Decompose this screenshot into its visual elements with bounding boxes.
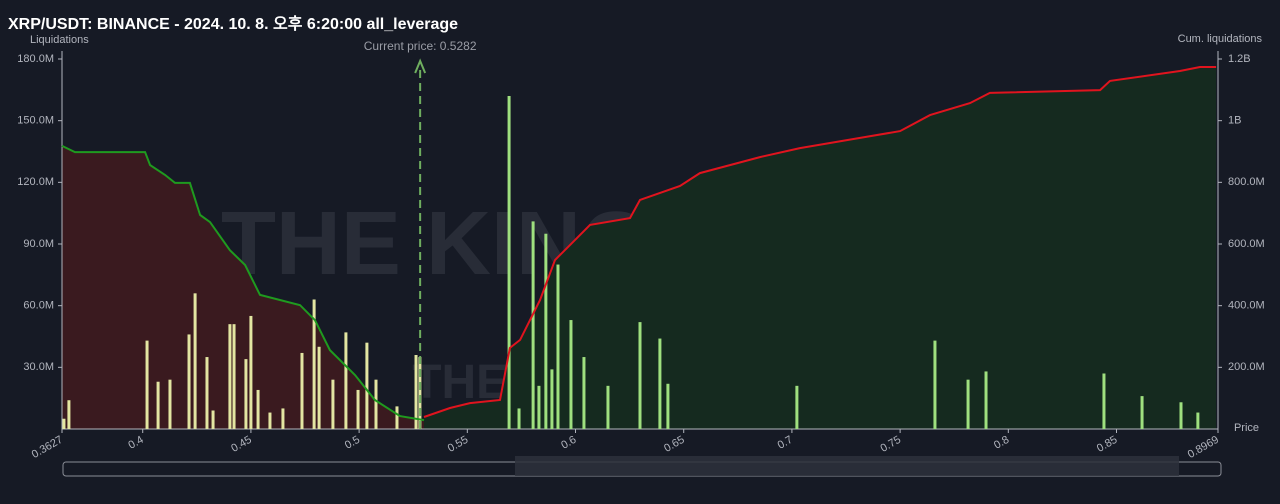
bar [67,400,71,429]
bar [317,346,321,429]
current-price-label: Current price: 0.5282 [364,39,477,53]
bar [666,383,670,429]
bar [984,371,988,429]
bar [145,340,149,429]
bar [933,340,937,429]
y-tick-label: 90.0M [23,238,54,250]
cumulative-line [61,144,425,422]
bar [550,369,554,429]
current-price-arrow [414,58,427,74]
y2-tick-label: 800.0M [1228,176,1265,188]
bar [507,96,511,429]
bar [312,299,316,429]
bar [268,412,272,429]
bar [582,357,586,429]
bar [168,379,172,429]
bar [344,332,348,429]
bar [517,408,521,429]
bar [544,233,548,429]
y-tick-label: 30.0M [23,361,54,373]
bar [395,406,399,429]
area-fill [424,67,1217,429]
bar [244,359,248,429]
bar [418,357,422,429]
y2-tick-label: 1.2B [1228,53,1251,65]
bar [374,379,378,429]
cumulative-line [423,66,1217,418]
bar [211,410,215,429]
bar [281,408,285,429]
bar [795,385,799,429]
y-tick-label: 180.0M [17,53,54,65]
bar [569,320,573,429]
x-axis-label: Price [1234,422,1259,434]
bar [1179,402,1183,429]
bar [1102,373,1106,429]
scrollbar-thumb[interactable] [515,456,1179,476]
bar [249,315,253,429]
bar [1140,396,1144,429]
bar [193,293,197,429]
bar [658,338,662,429]
y-tick-label: 150.0M [17,115,54,127]
bar [356,389,360,429]
chart-title: XRP/USDT: BINANCE - 2024. 10. 8. 오후 6:20… [8,14,458,33]
bar [187,334,191,429]
bar [365,342,369,429]
bar [228,324,232,429]
y2-axis-label: Cum. liquidations [1178,33,1263,45]
y2-tick-label: 400.0M [1228,300,1265,312]
bar [232,324,236,429]
bar [300,352,304,429]
y2-tick-label: 1B [1228,115,1241,127]
y-axis-label: Liquidations [30,34,89,46]
bar [62,418,66,429]
bar [256,389,260,429]
bar [556,264,560,429]
bar [1196,412,1200,429]
y2-tick-label: 200.0M [1228,361,1265,373]
bar [331,379,335,429]
y-tick-label: 120.0M [17,176,54,188]
area-fill [62,145,424,429]
bar [606,385,610,429]
bar [638,322,642,429]
y2-tick-label: 600.0M [1228,238,1265,250]
bar [156,381,160,429]
bar [414,355,418,429]
bar [966,379,970,429]
bar [531,221,535,429]
y-tick-label: 60.0M [23,300,54,312]
bar [205,357,209,429]
bar [537,385,541,429]
